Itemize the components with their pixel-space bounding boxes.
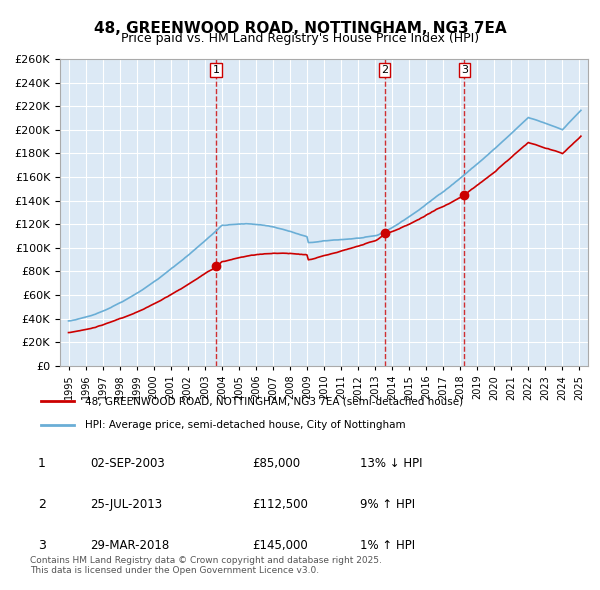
Text: 02-SEP-2003: 02-SEP-2003	[90, 457, 165, 470]
Text: 2: 2	[381, 65, 388, 75]
Text: 13% ↓ HPI: 13% ↓ HPI	[360, 457, 422, 470]
Text: £145,000: £145,000	[252, 539, 308, 552]
Text: 2: 2	[38, 498, 46, 511]
Text: 1: 1	[38, 457, 46, 470]
Text: Contains HM Land Registry data © Crown copyright and database right 2025.
This d: Contains HM Land Registry data © Crown c…	[30, 556, 382, 575]
Text: Price paid vs. HM Land Registry's House Price Index (HPI): Price paid vs. HM Land Registry's House …	[121, 32, 479, 45]
Text: 25-JUL-2013: 25-JUL-2013	[90, 498, 162, 511]
Text: 1% ↑ HPI: 1% ↑ HPI	[360, 539, 415, 552]
Text: 9% ↑ HPI: 9% ↑ HPI	[360, 498, 415, 511]
Text: 1: 1	[212, 65, 220, 75]
Text: HPI: Average price, semi-detached house, City of Nottingham: HPI: Average price, semi-detached house,…	[85, 419, 406, 430]
Text: 29-MAR-2018: 29-MAR-2018	[90, 539, 169, 552]
Text: 48, GREENWOOD ROAD, NOTTINGHAM, NG3 7EA: 48, GREENWOOD ROAD, NOTTINGHAM, NG3 7EA	[94, 21, 506, 35]
Text: £112,500: £112,500	[252, 498, 308, 511]
Text: 3: 3	[461, 65, 468, 75]
Text: 3: 3	[38, 539, 46, 552]
Text: £85,000: £85,000	[252, 457, 300, 470]
Text: 48, GREENWOOD ROAD, NOTTINGHAM, NG3 7EA (semi-detached house): 48, GREENWOOD ROAD, NOTTINGHAM, NG3 7EA …	[85, 396, 463, 407]
